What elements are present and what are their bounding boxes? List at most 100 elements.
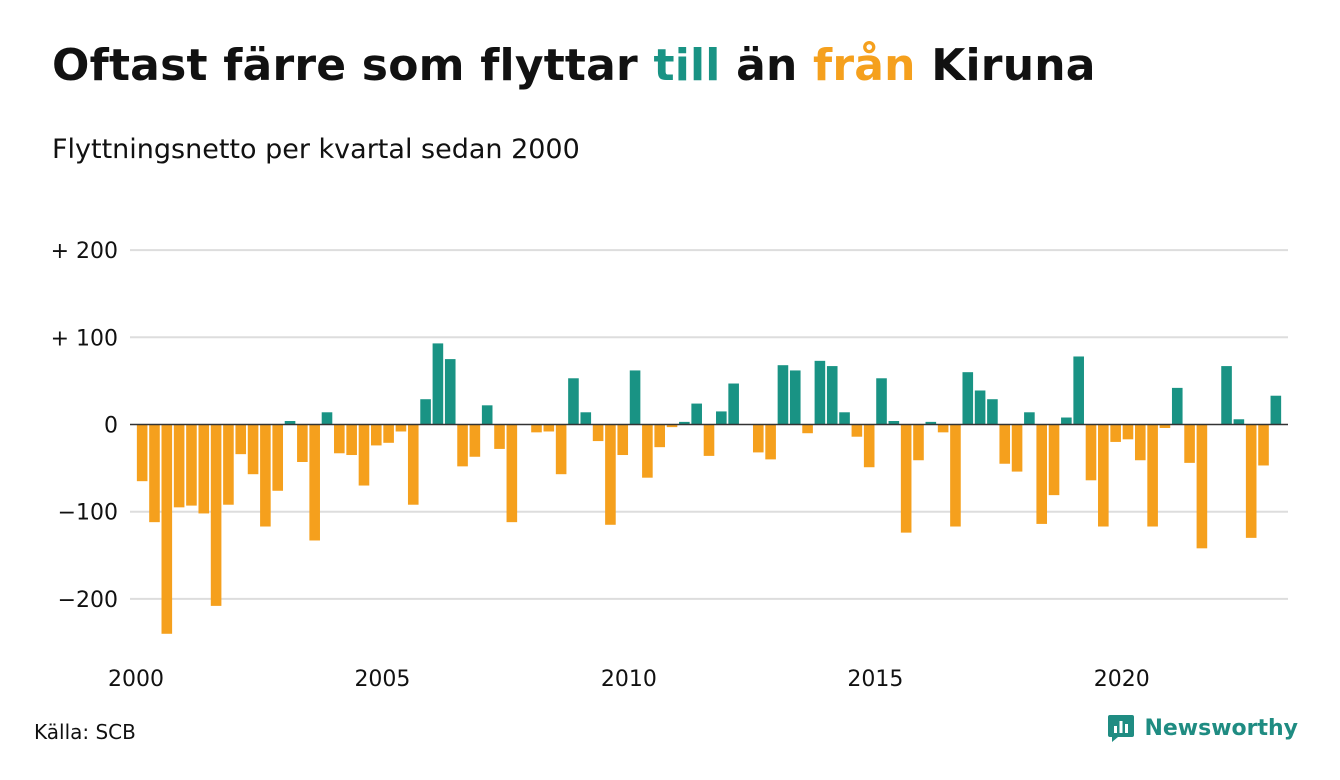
- y-tick-label: + 200: [51, 239, 118, 264]
- bar-2019Q2: [1085, 424, 1097, 481]
- y-axis-ticks: + 200 + 100 0 −100 −200: [51, 239, 118, 613]
- bar-2018Q3: [1048, 424, 1060, 496]
- bar-2015Q3: [900, 424, 912, 533]
- bar-2019Q1: [1073, 356, 1084, 425]
- title-keyword-fran: från: [813, 40, 916, 91]
- brand: Newsworthy: [1106, 713, 1298, 743]
- bar-2012Q4: [765, 424, 776, 460]
- bar-2000Q3: [161, 424, 173, 634]
- y-tick-label: 0: [104, 414, 118, 439]
- bar-2011Q1: [679, 421, 690, 425]
- bar-2002Q2: [247, 424, 259, 475]
- title-part: Kiruna: [915, 40, 1096, 91]
- bar-2013Q1: [777, 365, 789, 425]
- bar-2000Q2: [149, 424, 160, 523]
- gridlines: [130, 249, 1288, 600]
- bar-2005Q3: [407, 424, 419, 505]
- x-tick-label: 2005: [354, 667, 410, 692]
- bar-2016Q2: [937, 424, 949, 433]
- bar-2021Q2: [1184, 424, 1195, 463]
- bar-2016Q4: [962, 372, 974, 425]
- bar-2003Q4: [321, 412, 333, 425]
- bar-2017Q3: [999, 424, 1011, 464]
- bar-2005Q4: [420, 399, 431, 425]
- title-keyword-till: till: [653, 40, 721, 91]
- bar-2009Q3: [605, 424, 616, 525]
- bar-2020Q3: [1147, 424, 1158, 527]
- bar-2014Q3: [851, 424, 863, 437]
- bar-2023Q1: [1270, 395, 1282, 425]
- bar-2011Q4: [716, 411, 727, 425]
- bar-2019Q4: [1110, 424, 1121, 442]
- bar-2022Q4: [1258, 424, 1269, 466]
- bar-2009Q4: [617, 424, 629, 456]
- x-axis-ticks: 2000 2005 2010 2015 2020: [108, 667, 1150, 692]
- bar-2003Q3: [309, 424, 320, 541]
- bar-2001Q4: [223, 424, 234, 505]
- bar-2021Q3: [1196, 424, 1208, 549]
- bars: [136, 343, 1282, 634]
- bar-2018Q4: [1061, 417, 1072, 425]
- bar-2013Q4: [814, 360, 826, 425]
- bar-2016Q3: [950, 424, 961, 527]
- x-tick-label: 2010: [601, 667, 657, 692]
- bar-2015Q2: [888, 421, 900, 425]
- newsworthy-logo-icon: [1108, 715, 1135, 742]
- bar-2017Q1: [974, 390, 986, 425]
- bar-2019Q3: [1098, 424, 1109, 527]
- bar-2014Q2: [839, 412, 850, 425]
- title-part: än: [720, 40, 814, 91]
- bar-2009Q1: [580, 412, 592, 425]
- bar-2001Q2: [198, 424, 210, 514]
- y-tick-label: + 100: [51, 326, 118, 351]
- bar-2008Q3: [555, 424, 567, 475]
- bar-2010Q2: [642, 424, 653, 478]
- bar-2013Q2: [789, 370, 801, 425]
- bar-2018Q2: [1036, 424, 1048, 524]
- bar-2004Q1: [334, 424, 345, 454]
- bar-2010Q4: [666, 424, 678, 428]
- bar-2008Q4: [568, 378, 579, 425]
- bar-2020Q1: [1122, 424, 1134, 440]
- bar-2015Q1: [876, 378, 887, 425]
- bar-chart: + 200 + 100 0 −100 −200 2000 2005 2010 2015 2020: [51, 239, 1288, 692]
- bar-2002Q3: [260, 424, 271, 527]
- source-note: Källa: SCB: [34, 720, 136, 744]
- bar-2006Q1: [432, 343, 444, 425]
- bar-2004Q4: [370, 424, 382, 446]
- bar-2002Q4: [272, 424, 284, 491]
- chart-title: Oftast färre som flyttar till än från Ki…: [52, 40, 1096, 91]
- bar-2022Q2: [1233, 419, 1245, 425]
- bar-2017Q4: [1011, 424, 1023, 472]
- bar-2020Q2: [1134, 424, 1146, 461]
- bar-2005Q1: [383, 424, 394, 443]
- bar-2021Q1: [1171, 387, 1183, 425]
- bar-2007Q1: [481, 405, 493, 425]
- brand-name: Newsworthy: [1144, 715, 1298, 741]
- bar-2014Q1: [826, 366, 838, 425]
- bar-2009Q2: [592, 424, 604, 442]
- chart-subtitle: Flyttningsnetto per kvartal sedan 2000: [52, 134, 580, 165]
- bar-2013Q3: [802, 424, 813, 434]
- bar-2008Q2: [543, 424, 555, 432]
- bar-2008Q1: [531, 424, 542, 433]
- bar-2010Q3: [654, 424, 666, 448]
- bar-2022Q1: [1221, 366, 1232, 425]
- y-tick-label: −200: [58, 588, 118, 613]
- bar-2004Q3: [358, 424, 370, 486]
- bar-2004Q2: [346, 424, 357, 456]
- bar-2017Q2: [987, 399, 998, 425]
- bar-2012Q3: [752, 424, 764, 453]
- x-tick-label: 2000: [108, 667, 164, 692]
- title-part: Oftast färre som flyttar: [52, 40, 654, 91]
- bar-2010Q1: [629, 370, 641, 425]
- bar-2000Q1: [136, 424, 148, 482]
- bar-2001Q3: [210, 424, 222, 606]
- bar-2006Q4: [469, 424, 481, 457]
- bar-2011Q2: [691, 403, 702, 425]
- bar-2022Q3: [1245, 424, 1257, 538]
- bar-2000Q4: [173, 424, 185, 508]
- bar-2002Q1: [235, 424, 247, 455]
- bar-2016Q1: [925, 421, 937, 425]
- bar-2020Q4: [1159, 424, 1171, 428]
